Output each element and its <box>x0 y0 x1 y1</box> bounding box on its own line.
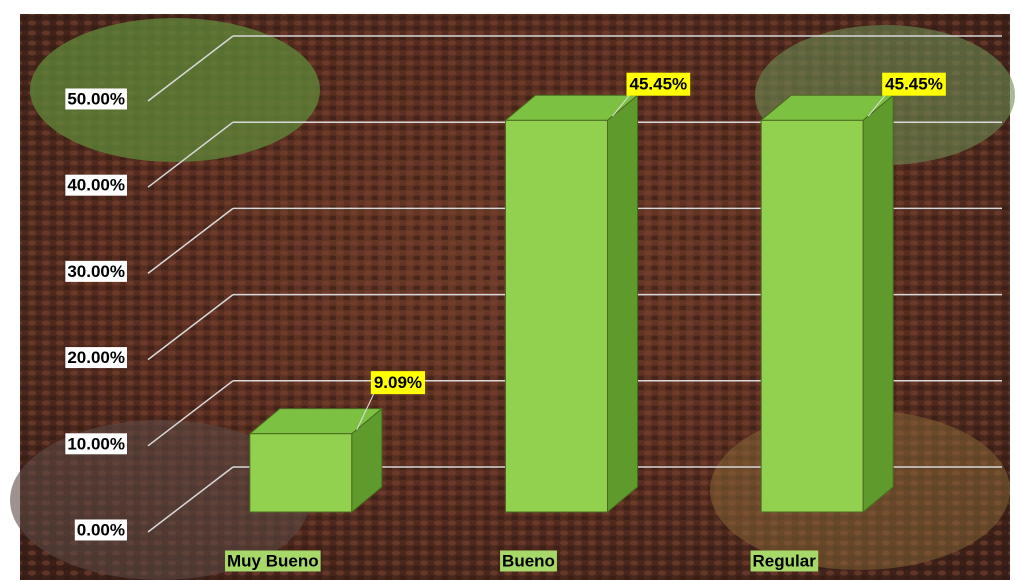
y-tick-label-bg <box>65 433 127 455</box>
grid-line <box>147 35 234 102</box>
y-tick-label: 0.00% <box>77 520 125 539</box>
photo-vignette <box>30 18 320 162</box>
y-tick-label: 20.00% <box>67 348 125 367</box>
y-tick-label: 40.00% <box>67 176 125 195</box>
y-tick-label-bg <box>65 347 127 369</box>
value-label: 9.09% <box>374 373 422 392</box>
y-tick-label-bg <box>65 260 127 282</box>
x-tick-label-bg <box>750 550 819 572</box>
value-label-bg <box>370 371 426 395</box>
y-tick-label-bg <box>65 88 127 110</box>
x-tick-label-bg <box>500 550 557 572</box>
grid-line <box>147 121 234 188</box>
bar-top <box>248 408 384 435</box>
grid-line <box>147 294 234 361</box>
value-label-leader <box>612 94 630 117</box>
grid-line <box>147 207 234 274</box>
value-label-bg <box>626 72 691 96</box>
value-label-leader <box>356 393 375 430</box>
x-tick-label: Muy Bueno <box>227 551 319 570</box>
grid-line <box>147 466 234 533</box>
x-tick-label: Regular <box>753 551 817 570</box>
value-label: 45.45% <box>630 75 688 94</box>
y-tick-label: 30.00% <box>67 262 125 281</box>
y-tick-label-bg <box>74 519 127 541</box>
x-tick-label: Bueno <box>502 551 555 570</box>
y-tick-label: 50.00% <box>67 89 125 108</box>
bar-side <box>607 94 638 514</box>
value-label: 45.45% <box>885 75 943 94</box>
grid-line <box>147 380 234 447</box>
bar-front <box>505 119 608 513</box>
x-tick-label-bg <box>225 550 321 572</box>
y-tick-label-bg <box>65 174 127 196</box>
bar-front <box>249 433 353 513</box>
y-tick-label: 10.00% <box>67 434 125 453</box>
bar-front <box>760 119 864 513</box>
value-label-bg <box>882 72 946 96</box>
bar-side <box>862 94 894 514</box>
value-label-leader <box>867 94 886 117</box>
